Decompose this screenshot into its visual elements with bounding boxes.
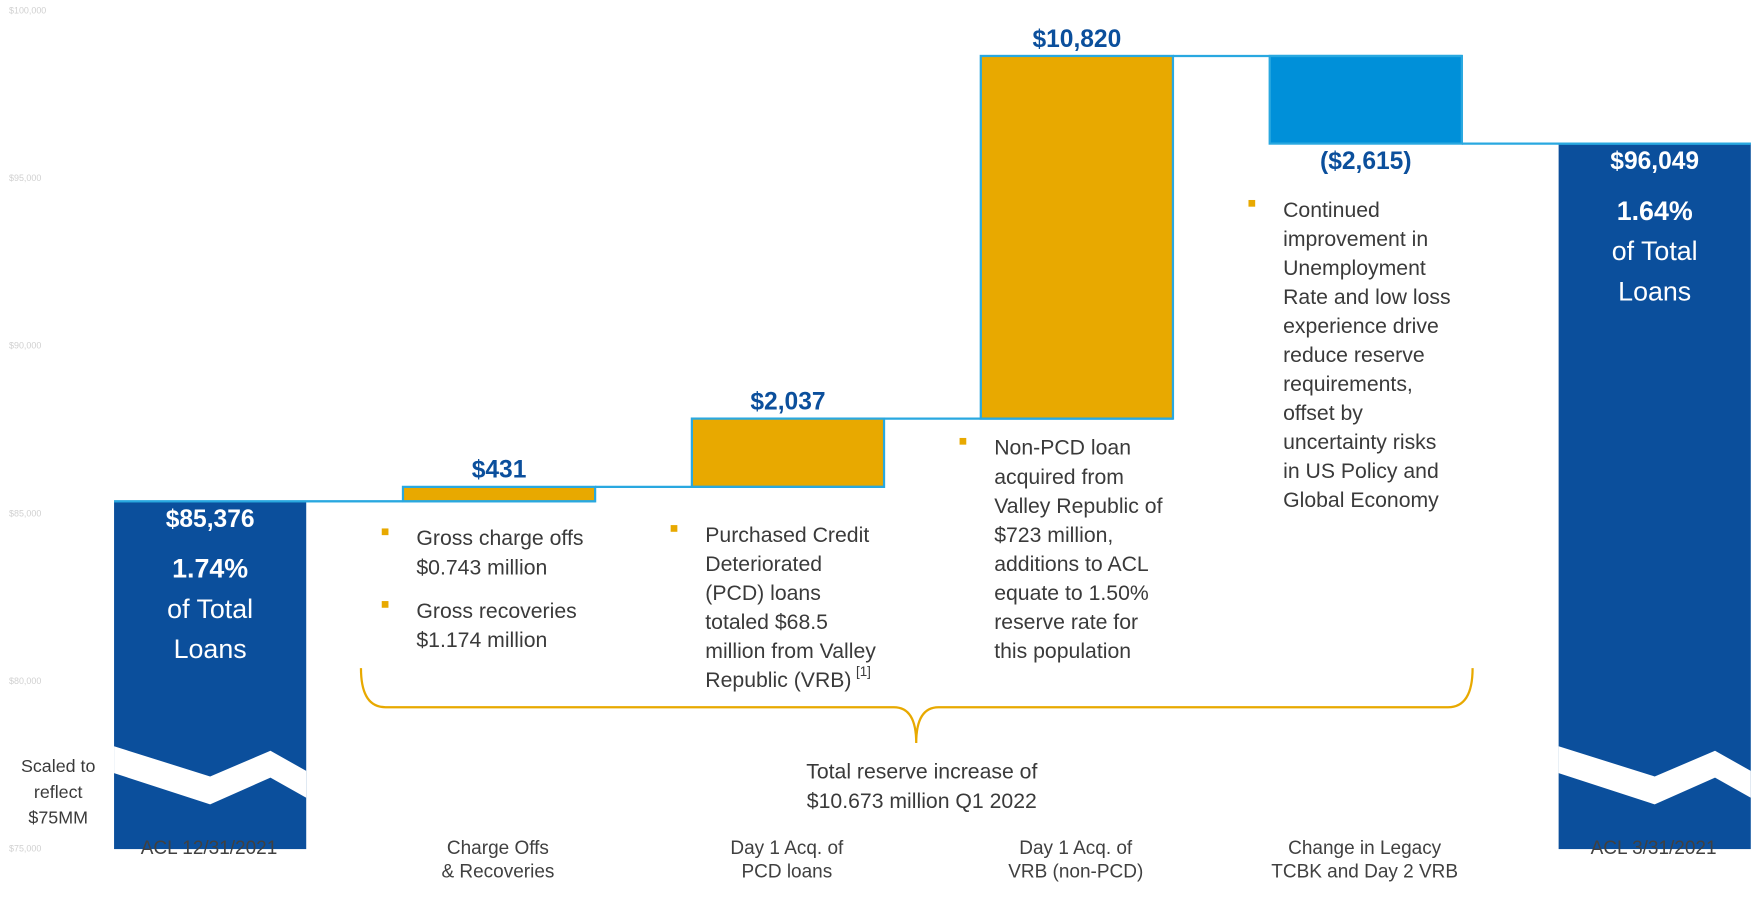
axis-break — [1558, 746, 1751, 805]
value-label: $10,820 — [1032, 26, 1121, 53]
note-text: reduce reserve — [1283, 344, 1425, 367]
note-text: requirements, — [1283, 373, 1413, 396]
y-tick-label: $90,000 — [9, 341, 41, 351]
note-text: Gross recoveries — [416, 600, 576, 623]
x-tick-label: PCD loans — [741, 862, 832, 883]
note-text: equate to 1.50% — [994, 582, 1149, 605]
bar — [401, 485, 597, 503]
value-label: $431 — [472, 457, 527, 484]
note-text: Rate and low loss — [1283, 286, 1450, 309]
bracket-label: Total reserve increase of — [806, 761, 1037, 784]
x-tick-label: ACL 3/31/2021 — [1591, 838, 1717, 859]
note-text: experience drive — [1283, 315, 1439, 338]
bullet — [381, 528, 389, 536]
note-text: totaled $68.5 — [705, 611, 828, 634]
note-text: Valley Republic of — [994, 495, 1162, 518]
note-text: $723 million, — [994, 524, 1113, 547]
note-text: improvement in — [1283, 228, 1428, 251]
percent-label: 1.74% — [172, 554, 248, 584]
bar — [1268, 54, 1463, 145]
bullet — [381, 601, 389, 608]
note-text: Unemployment — [1283, 257, 1426, 280]
x-tick-label: Change in Legacy — [1288, 838, 1442, 859]
bullet — [1248, 199, 1256, 207]
x-tick-label: & Recoveries — [441, 862, 554, 883]
bullet — [959, 437, 967, 445]
y-tick-label: $80,000 — [9, 676, 41, 686]
x-tick-label: Day 1 Acq. of — [1019, 838, 1133, 859]
x-tick-label: ACL 12/31/2021 — [141, 838, 278, 859]
bullet — [670, 525, 678, 532]
value-label: ($2,615) — [1320, 148, 1412, 175]
bracket-label: $10.673 million Q1 2022 — [807, 790, 1037, 813]
note-text: Global Economy — [1283, 489, 1439, 512]
x-tick-label: Day 1 Acq. of — [730, 838, 844, 859]
note-text: $0.743 million — [416, 556, 547, 579]
note-text: uncertainty risks — [1283, 431, 1436, 454]
scale-note: reflect — [34, 782, 83, 802]
note-text: Non-PCD loan — [994, 437, 1131, 460]
note-text: Gross charge offs — [416, 527, 583, 550]
note-text: offset by — [1283, 402, 1363, 425]
y-tick-label: $75,000 — [9, 843, 41, 853]
x-tick-label: VRB (non-PCD) — [1008, 862, 1143, 883]
note-text: million from Valley — [705, 640, 876, 663]
scale-note: $75MM — [28, 808, 88, 828]
axis-break — [114, 746, 307, 805]
note-text: acquired from — [994, 466, 1124, 489]
annotation: of Total — [1612, 236, 1698, 266]
bracket — [359, 668, 1474, 743]
annotation: of Total — [167, 594, 253, 624]
y-tick-label: $100,000 — [9, 6, 46, 16]
note-text: Continued — [1283, 199, 1380, 222]
value-label: $85,376 — [166, 506, 255, 533]
note-text: additions to ACL — [994, 553, 1149, 576]
note-text: $1.174 million — [416, 629, 547, 652]
note-text: Purchased Credit — [705, 524, 869, 547]
annotation: Loans — [1618, 276, 1691, 306]
percent-label: 1.64% — [1617, 196, 1693, 226]
scale-note: Scaled to — [21, 756, 96, 776]
footnote-marker: [1] — [856, 664, 871, 679]
value-label: $2,037 — [750, 388, 825, 415]
note-text: in US Policy and — [1283, 460, 1439, 483]
note-text: (PCD) loans — [705, 582, 821, 605]
bar — [690, 417, 886, 488]
value-label: $96,049 — [1610, 148, 1699, 175]
annotation: Loans — [174, 634, 247, 664]
note-text: Deteriorated — [705, 553, 822, 576]
x-tick-label: TCBK and Day 2 VRB — [1271, 862, 1458, 883]
bar — [1558, 143, 1751, 850]
bar — [979, 54, 1175, 420]
note-text: reserve rate for — [994, 611, 1138, 634]
y-tick-label: $95,000 — [9, 173, 41, 183]
y-tick-label: $85,000 — [9, 508, 41, 518]
note-text: Republic (VRB) — [705, 669, 851, 692]
x-tick-label: Charge Offs — [447, 838, 549, 859]
note-text: this population — [994, 640, 1131, 663]
